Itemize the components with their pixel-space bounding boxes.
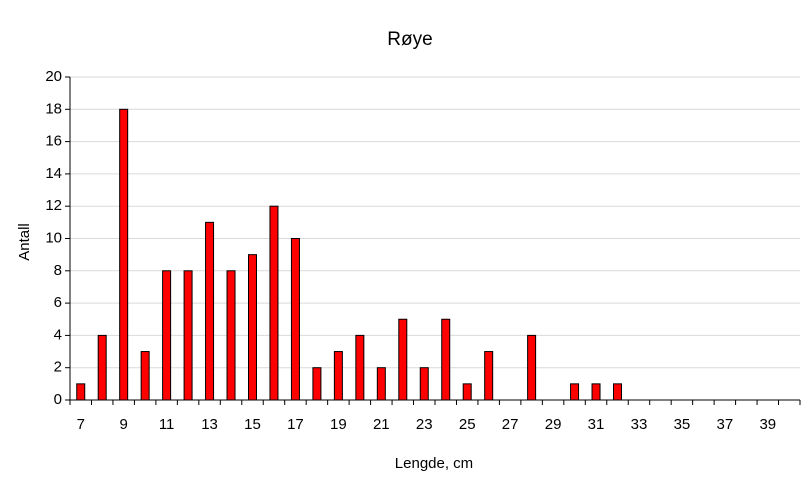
chart-title: Røye	[387, 29, 432, 50]
x-tick-label: 37	[717, 416, 734, 433]
bar	[205, 221, 215, 401]
x-axis-title: Lengde, cm	[395, 455, 473, 472]
y-tick-label: 8	[54, 262, 62, 279]
x-tick-label: 23	[416, 416, 433, 433]
x-tick-label: 9	[120, 416, 128, 433]
bar	[462, 383, 472, 401]
x-tick-label: 39	[759, 416, 776, 433]
x-tick-label: 21	[373, 416, 390, 433]
x-tick-label: 27	[502, 416, 519, 433]
y-tick-label: 18	[45, 100, 62, 117]
bar	[376, 367, 386, 401]
bar	[484, 351, 494, 401]
x-tick-label: 29	[545, 416, 562, 433]
bar	[183, 270, 193, 401]
bar	[140, 351, 150, 401]
y-tick-label: 20	[45, 68, 62, 85]
bar	[269, 205, 279, 401]
x-tick-label: 25	[459, 416, 476, 433]
bar	[162, 270, 172, 401]
y-tick-label: 14	[45, 165, 62, 182]
bar	[226, 270, 236, 401]
bar	[76, 383, 86, 401]
x-tick-label: 31	[588, 416, 605, 433]
x-tick-label: 19	[330, 416, 347, 433]
bar	[97, 334, 107, 401]
x-tick-label: 17	[287, 416, 304, 433]
bar	[119, 108, 129, 401]
bar	[441, 318, 451, 401]
bar	[355, 334, 365, 401]
bar	[591, 383, 601, 401]
y-tick-label: 10	[45, 229, 62, 246]
bar	[248, 254, 257, 401]
y-tick-label: 16	[45, 133, 62, 150]
bar	[312, 367, 322, 401]
x-tick-label: 13	[201, 416, 218, 433]
bar	[398, 318, 408, 401]
x-tick-label: 7	[77, 416, 85, 433]
bar	[527, 334, 537, 401]
bar	[290, 238, 300, 401]
y-tick-label: 0	[54, 391, 62, 408]
x-tick-label: 35	[674, 416, 691, 433]
y-axis-title: Antall	[16, 223, 33, 261]
y-tick-label: 6	[54, 294, 62, 311]
bar	[613, 383, 622, 401]
y-tick-label: 2	[54, 359, 62, 376]
bar	[333, 351, 343, 401]
bar	[419, 367, 429, 401]
y-tick-label: 12	[45, 197, 62, 214]
x-tick-label: 15	[244, 416, 261, 433]
x-tick-label: 33	[631, 416, 648, 433]
bar	[570, 383, 580, 401]
y-tick-label: 4	[54, 326, 62, 343]
x-tick-label: 11	[159, 416, 175, 433]
